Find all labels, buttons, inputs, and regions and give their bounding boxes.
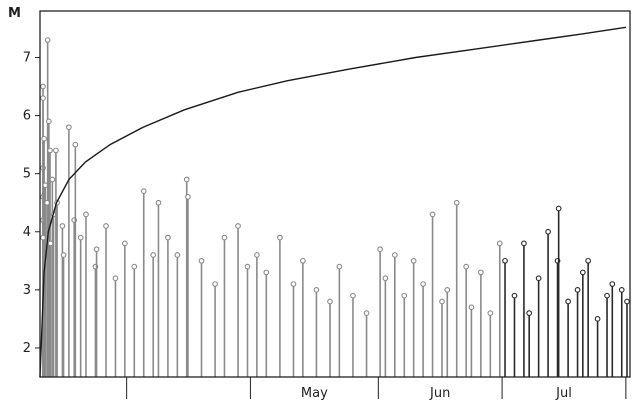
stem-point — [40, 234, 46, 241]
stem-point — [121, 240, 128, 247]
stem-point — [350, 292, 356, 299]
x-tick-label: Jun — [429, 386, 450, 401]
stem-point — [198, 257, 205, 264]
stem-point — [66, 124, 72, 131]
y-tick-label: 2 — [23, 341, 31, 356]
stem-point — [336, 263, 343, 270]
stem-point — [545, 228, 551, 235]
stem-point — [391, 252, 398, 258]
stem-point — [60, 252, 67, 258]
stem-point — [526, 310, 533, 316]
stem-point — [496, 240, 503, 247]
stem-point — [244, 263, 251, 270]
stem-point — [44, 199, 50, 206]
stem-point — [221, 234, 228, 241]
stem-point — [313, 287, 320, 293]
stem-point — [93, 246, 100, 253]
stem-point — [72, 141, 79, 148]
stem-point — [103, 223, 109, 229]
stem-point — [49, 176, 56, 183]
stem-point — [41, 135, 47, 142]
stem-point — [140, 188, 147, 194]
stem-point — [453, 199, 460, 206]
stem-point — [444, 287, 451, 293]
stem-point — [618, 287, 625, 293]
stem-point — [624, 298, 630, 305]
stem-point — [150, 252, 157, 258]
stem-point — [47, 240, 54, 247]
plot-area — [40, 11, 630, 377]
cumulative-series — [39, 26, 627, 378]
plot-background — [40, 11, 630, 377]
plot-frame — [39, 10, 631, 378]
stem-point — [594, 316, 601, 322]
stem-point — [83, 211, 89, 218]
stem-point — [235, 223, 241, 229]
stem-point — [254, 252, 260, 258]
stem-point — [382, 275, 389, 282]
y-tick-label: 4 — [23, 225, 31, 240]
stem-point — [53, 147, 59, 154]
y-axis-title: M — [8, 6, 21, 21]
stem-point — [327, 298, 333, 305]
stem-point — [44, 37, 51, 43]
stem-point — [420, 281, 426, 287]
stem-point — [502, 257, 508, 264]
x-tick-label: May — [301, 386, 328, 401]
stem-point — [439, 298, 445, 305]
stem-point — [363, 310, 370, 316]
stem-point — [463, 263, 470, 270]
stem-point — [478, 269, 484, 276]
stem-point — [212, 281, 218, 287]
y-tick-label: 7 — [23, 50, 31, 65]
stem-point — [468, 304, 475, 311]
stem-point — [579, 269, 586, 276]
stem-point — [521, 240, 527, 247]
stem-point — [377, 246, 383, 253]
x-tick-label: Jul — [555, 386, 572, 401]
stem-point — [574, 287, 581, 293]
axes: 2 3 4 5 6 7 May Jun Jul — [23, 10, 631, 401]
stem-point — [47, 147, 53, 154]
stem-point — [565, 298, 571, 305]
stem-point — [40, 83, 46, 90]
stem-point — [174, 252, 181, 258]
cumulative-line — [39, 26, 627, 378]
stem-point — [112, 275, 119, 282]
stem-point — [555, 205, 562, 212]
stem-point — [185, 194, 191, 200]
stem-point — [300, 257, 306, 264]
stem-point — [487, 310, 494, 316]
stem-point — [401, 292, 408, 299]
stem-point — [46, 118, 52, 125]
stem-point — [290, 281, 297, 287]
stem-point — [609, 281, 616, 287]
stem-point — [535, 275, 542, 282]
stem-point — [429, 211, 436, 218]
stem-point — [604, 292, 610, 299]
stem-point — [585, 257, 591, 264]
y-tick-label: 5 — [23, 167, 31, 182]
stem-point — [155, 199, 162, 206]
stem-point — [59, 223, 66, 229]
stem-point — [165, 234, 171, 241]
stem-point — [183, 176, 190, 183]
stem-point — [263, 269, 270, 276]
stem-point — [277, 234, 283, 241]
stem-point — [511, 292, 518, 299]
stem-point — [410, 257, 417, 264]
y-tick-label: 3 — [23, 283, 31, 298]
stem-point — [40, 95, 46, 101]
stem-point — [77, 234, 84, 241]
stem-point — [131, 263, 138, 270]
y-tick-label: 6 — [23, 109, 31, 124]
